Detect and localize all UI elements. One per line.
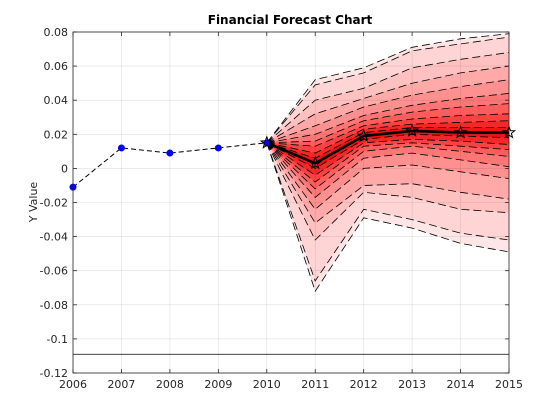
axes [72, 31, 510, 374]
x-tick-label: 2007 [107, 378, 135, 391]
history-point [117, 144, 125, 152]
quantile-line [266, 142, 510, 190]
history-point [166, 149, 174, 157]
x-tick-label: 2006 [59, 378, 87, 391]
quantile-line [266, 138, 510, 176]
y-tick-label: -0.02 [40, 197, 68, 210]
x-tick-label: 2009 [204, 378, 232, 391]
x-tick-label: 2015 [495, 378, 523, 391]
series-markers [69, 123, 517, 191]
forecast-star-marker [405, 123, 420, 137]
forecast-star-marker [453, 125, 468, 139]
x-tick-label: 2012 [350, 378, 378, 391]
y-tick-label: 0.08 [44, 26, 69, 39]
tick-labels: 2006 2007 2008 2009 2010 2011 2012 2013 2014 2015… [40, 26, 523, 391]
quantile-lines [266, 33, 510, 293]
y-axis-title: Y Value [27, 182, 40, 224]
y-tick-label: 0.02 [44, 128, 69, 141]
quantile-line [266, 142, 510, 224]
quantile-line [266, 113, 510, 147]
y-tick-label: -0.04 [40, 231, 68, 244]
quantile-line [266, 79, 510, 144]
x-tick-label: 2011 [301, 378, 329, 391]
quantile-line [266, 65, 510, 144]
y-tick-label: -0.12 [40, 367, 68, 380]
forecast-star-marker [308, 155, 323, 170]
x-tick-label: 2010 [253, 378, 281, 391]
forecast-star-marker [356, 128, 371, 143]
quantile-line [266, 142, 510, 293]
quantile-line [266, 142, 510, 282]
quantile-line [266, 52, 510, 144]
forecast-star-marker [259, 135, 274, 149]
quantile-line [266, 120, 510, 154]
x-tick-label: 2008 [156, 378, 184, 391]
chart-title: Financial Forecast Chart [208, 13, 373, 27]
quantile-line [266, 142, 510, 241]
quantile-line [266, 133, 510, 169]
history-line [72, 142, 267, 188]
y-tick-label: 0.04 [44, 94, 69, 107]
quantile-line [266, 33, 510, 144]
quantile-line [266, 142, 510, 198]
history-point [214, 144, 222, 152]
y-tick-label: 0 [61, 162, 68, 175]
y-tick-label: -0.1 [47, 333, 68, 346]
y-tick-label: -0.08 [40, 299, 68, 312]
quantile-line [266, 36, 510, 144]
quantile-line [266, 103, 510, 144]
series-lines [72, 129, 509, 355]
x-tick-label: 2013 [398, 378, 426, 391]
quantile-line [266, 142, 510, 183]
quantile-line [266, 142, 510, 210]
y-tick-label: -0.06 [40, 265, 68, 278]
median-forecast-line [266, 129, 509, 165]
fan-band [266, 127, 509, 169]
quantile-line [266, 93, 510, 144]
quantile-line [266, 127, 509, 159]
y-tick-label: 0.06 [44, 60, 69, 73]
x-tick-label: 2014 [447, 378, 475, 391]
